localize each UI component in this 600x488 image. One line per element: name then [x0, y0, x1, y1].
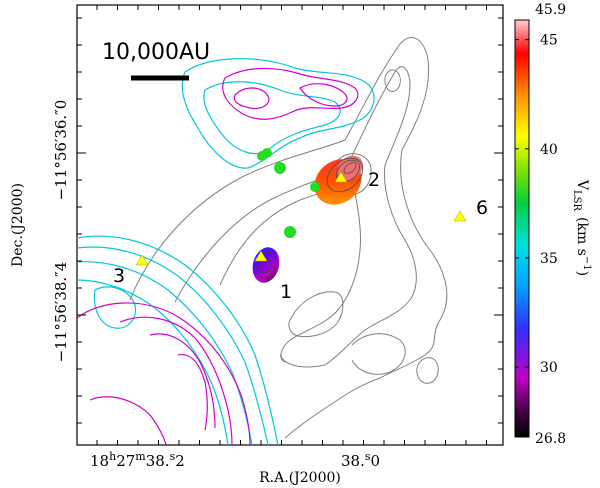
source-label-3: 3	[113, 265, 125, 287]
source-marker-1	[254, 250, 268, 262]
map-layer	[77, 37, 467, 445]
cyan-contour-north-inner	[203, 81, 341, 155]
source-markers	[135, 171, 467, 266]
colorbar-min-label: 26.8	[535, 431, 566, 447]
cyan-contour-southwest-1	[77, 235, 279, 445]
magenta-contours	[77, 67, 359, 445]
colorbar-tick-label: 45	[540, 33, 558, 49]
y-tick-label-0: −11°56′36.″0	[52, 100, 70, 201]
magenta-contour-sw-outer	[77, 302, 251, 445]
source-marker-2	[334, 171, 348, 183]
magenta-contour-north-2	[299, 83, 348, 107]
cyan-contour-southwest-2	[77, 246, 269, 445]
gray-contour-5	[384, 69, 401, 92]
source-label-2: 2	[368, 169, 380, 191]
cyan-contours	[77, 58, 375, 445]
magenta-contour-bottom	[89, 396, 167, 445]
cyan-contour-north-outer	[181, 58, 375, 169]
y-axis-title: Dec.(J2000)	[10, 183, 26, 267]
gray-contour-outer	[129, 37, 448, 439]
magenta-contour-north-3	[233, 87, 270, 109]
green-spots	[257, 148, 320, 238]
source-label-1: 1	[280, 281, 292, 303]
source-marker-6	[453, 210, 467, 222]
cyan-contour-southwest-4	[77, 279, 229, 445]
colorbar: 45.9 26.8 30 35 40 45 VLSR(km s−1)	[514, 2, 592, 447]
clump-2-core	[337, 155, 363, 181]
magenta-contour-sw-3	[149, 333, 216, 429]
gray-contour-6	[416, 357, 439, 384]
colorbar-max-label: 45.9	[535, 2, 566, 18]
scale-bar: 10,000AU	[102, 40, 210, 81]
gray-contour-7	[351, 333, 406, 375]
colorbar-tick-label: 30	[540, 360, 558, 376]
magenta-contour-sw-4	[177, 354, 208, 431]
colorbar-ticks: 30 35 40 45	[515, 33, 558, 376]
source-label-6: 6	[476, 197, 488, 219]
green-spot	[262, 148, 272, 158]
colorbar-tick-label: 35	[540, 251, 558, 267]
magenta-contour-sw-2	[119, 316, 233, 445]
x-axis-title: R.A.(J2000)	[259, 470, 341, 486]
source-marker-3	[135, 254, 149, 266]
gray-contour-4	[288, 291, 344, 338]
colorbar-title: VLSR(km s−1)	[571, 179, 592, 276]
y-tick-label-1: −11°56′38.″4	[52, 262, 70, 363]
x-tick-label-0: 18h27m38.s2	[90, 450, 185, 470]
axis-ticks	[77, 5, 503, 445]
green-spot	[284, 226, 296, 238]
cyan-contour-southwest-3	[77, 261, 253, 445]
x-tick-label-1: 38.s0	[341, 450, 380, 470]
colorbar-tick-label: 40	[540, 142, 558, 158]
gray-contour-2	[174, 66, 417, 368]
colorbar-gradient	[514, 19, 530, 438]
green-spot	[310, 182, 320, 192]
magenta-contour-north-1	[222, 67, 359, 120]
cyan-contour-left-loop	[93, 286, 137, 329]
gray-contours	[129, 37, 448, 439]
gray-contour-3	[219, 179, 361, 363]
green-spot	[274, 162, 286, 174]
scale-bar-label: 10,000AU	[102, 40, 210, 65]
